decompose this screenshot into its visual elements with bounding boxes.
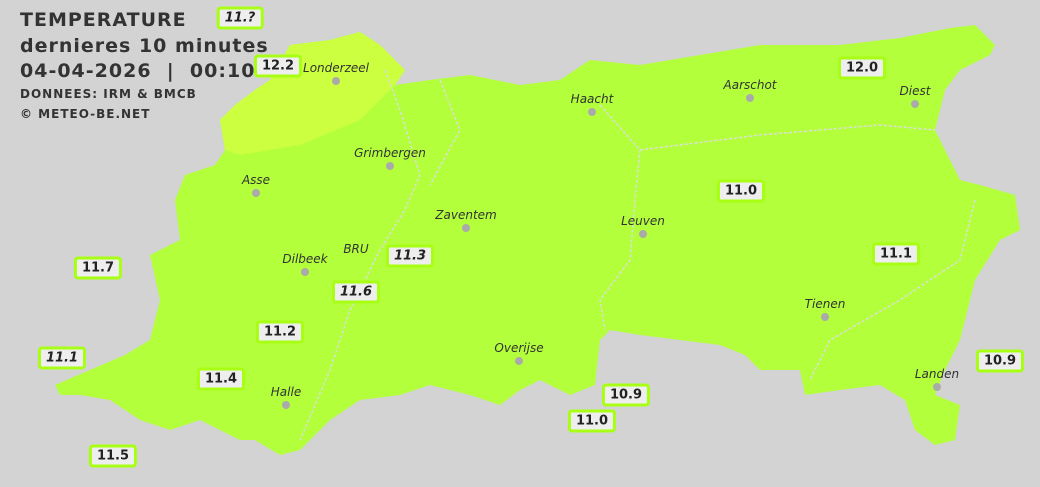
city-label: Overijse: [494, 341, 544, 355]
city-dot: [252, 189, 260, 197]
city-label: Aarschot: [723, 78, 777, 92]
city-dot: [515, 357, 523, 365]
city-label: BRU: [343, 242, 369, 256]
city-dot: [821, 313, 829, 321]
city-label: Grimbergen: [354, 146, 426, 160]
city-label: Halle: [270, 385, 302, 399]
city-label: Asse: [241, 173, 271, 187]
temperature-label: 11.0: [567, 409, 617, 433]
city-label: Dilbeek: [282, 252, 328, 266]
city-dot: [746, 94, 754, 102]
temperature-label: 11.6: [331, 280, 381, 304]
temperature-label: 11.4: [196, 367, 246, 391]
city-dot: [911, 100, 919, 108]
city-label: Tienen: [804, 297, 846, 311]
temperature-label: 11.1: [871, 242, 921, 266]
temperature-label: 12.0: [837, 56, 887, 80]
region-warm-zone: [220, 32, 405, 155]
temperature-label: 10.9: [601, 383, 651, 407]
city-label: Haacht: [570, 92, 614, 106]
temperature-label: 11.7: [73, 256, 123, 280]
temperature-label: 11.3: [385, 244, 435, 268]
city-dot: [301, 268, 309, 276]
temperature-label: 11.5: [88, 444, 138, 468]
title: TEMPERATURE: [20, 9, 187, 31]
datetime: 04-04-2026 | 00:10: [20, 60, 256, 82]
copyright: © METEO-BE.NET: [20, 107, 151, 121]
temperature-label: 11.0: [716, 179, 766, 203]
temperature-label: 12.2: [253, 54, 303, 78]
temperature-label: 11.1: [37, 346, 87, 370]
city-label: Landen: [914, 367, 960, 381]
source: DONNEES: IRM & BMCB: [20, 87, 197, 101]
city-dot: [933, 383, 941, 391]
city-label: Diest: [899, 84, 931, 98]
region-land: [55, 25, 1020, 455]
temperature-label: 11.?: [216, 6, 264, 30]
temperature-label: 11.2: [255, 320, 305, 344]
temperature-label: 10.9: [975, 349, 1025, 373]
city-label: Zaventem: [435, 208, 497, 222]
city-dot: [462, 224, 470, 232]
city-label: Londerzeel: [303, 61, 369, 75]
city-dot: [639, 230, 647, 238]
city-dot: [282, 401, 290, 409]
city-label: Leuven: [621, 214, 665, 228]
subtitle: dernieres 10 minutes: [20, 35, 269, 57]
border-lines: [299, 69, 976, 441]
city-dot: [588, 108, 596, 116]
city-dot: [332, 77, 340, 85]
city-dot: [386, 162, 394, 170]
